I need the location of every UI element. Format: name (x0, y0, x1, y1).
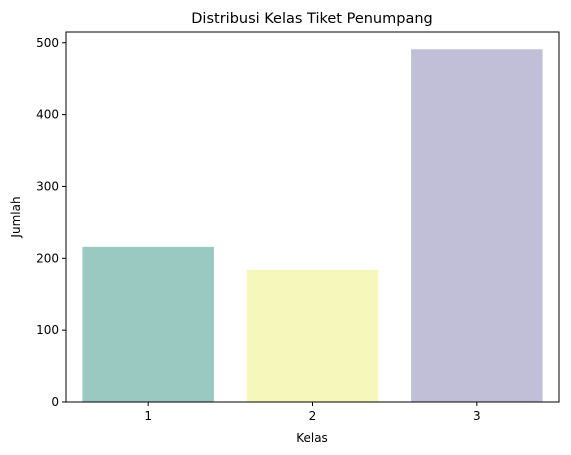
y-tick-label: 500 (36, 36, 59, 50)
bars-group (82, 49, 543, 403)
y-tick-label: 400 (36, 108, 59, 122)
y-tick-label: 0 (51, 395, 59, 409)
y-tick-label: 100 (36, 323, 59, 337)
bar-kelas-2 (246, 269, 379, 402)
x-axis-title: Kelas (296, 431, 328, 445)
bar-kelas-3 (411, 49, 543, 403)
x-axis: 1 2 3 (144, 402, 481, 423)
chart-title: Distribusi Kelas Tiket Penumpang (191, 11, 432, 27)
y-axis-title: Jumlah (9, 196, 23, 238)
x-tick-label: 2 (309, 409, 317, 423)
plot-frame (65, 31, 560, 403)
x-tick-label: 3 (473, 409, 481, 423)
x-tick-label: 1 (144, 409, 152, 423)
bar-kelas-1 (82, 246, 214, 402)
y-tick-label: 200 (36, 251, 59, 265)
y-axis: 0 100 200 300 400 500 (36, 36, 66, 409)
y-tick-label: 300 (36, 179, 59, 193)
